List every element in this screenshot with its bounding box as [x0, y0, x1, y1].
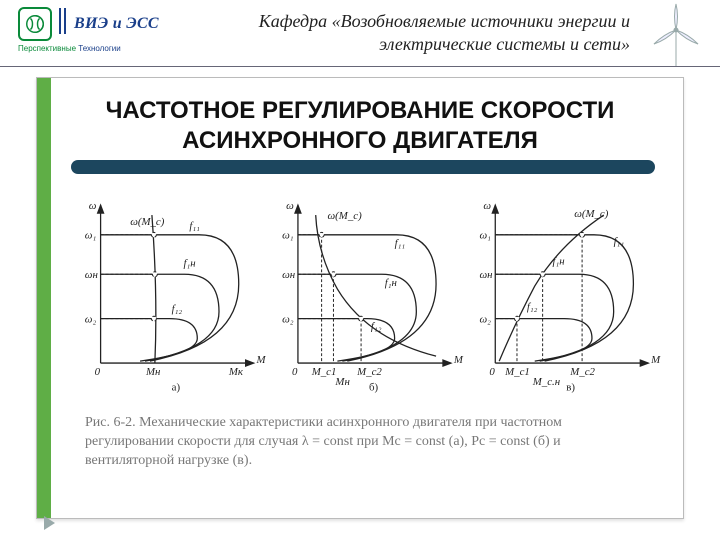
svg-text:ω: ω	[286, 200, 294, 212]
figure-caption: Рис. 6-2. Механические характеристики ас…	[85, 414, 647, 471]
svg-text:f₁₁: f₁₁	[614, 236, 625, 248]
svg-text:ω₁: ω₁	[85, 230, 97, 242]
svg-text:0: 0	[489, 366, 495, 378]
svg-text:f₁н: f₁н	[552, 255, 564, 267]
slide: ВИЭ и ЭСС Перспективные Технологии Кафед…	[0, 0, 720, 540]
svg-text:ω: ω	[483, 200, 491, 212]
svg-text:f₁₂: f₁₂	[527, 301, 538, 313]
svg-text:Mн: Mн	[145, 366, 160, 378]
svg-text:M: M	[650, 354, 661, 366]
svg-text:ω(M_c): ω(M_c)	[130, 216, 165, 228]
svg-text:f₁₁: f₁₁	[189, 220, 200, 232]
svg-text:f₁н: f₁н	[183, 257, 195, 269]
svg-text:ωн: ωн	[282, 269, 295, 281]
play-marker-icon	[44, 516, 55, 530]
svg-text:ω(M_c): ω(M_c)	[574, 208, 609, 220]
svg-text:ω₂: ω₂	[85, 314, 97, 326]
svg-text:f₁н: f₁н	[385, 277, 397, 289]
svg-text:в): в)	[566, 382, 575, 394]
svg-text:f₁₂: f₁₂	[371, 321, 382, 333]
svg-text:M_c2: M_c2	[356, 366, 382, 378]
accent-bar	[37, 78, 51, 518]
svg-text:0: 0	[292, 366, 298, 378]
svg-text:M_c1: M_c1	[504, 366, 530, 378]
content-card: ЧАСТОТНОЕ РЕГУЛИРОВАНИЕ СКОРОСТИ АСИНХРО…	[36, 77, 684, 519]
svg-text:Mк: Mк	[228, 366, 244, 378]
svg-text:ω₂: ω₂	[282, 314, 294, 326]
slide-title: ЧАСТОТНОЕ РЕГУЛИРОВАНИЕ СКОРОСТИ АСИНХРО…	[37, 96, 683, 156]
svg-text:Mн: Mн	[334, 376, 349, 388]
logo-subtitle: Перспективные Технологии	[18, 44, 121, 53]
svg-text:ωн: ωн	[85, 269, 98, 281]
svg-text:ω₁: ω₁	[479, 230, 491, 242]
svg-text:M_c1: M_c1	[311, 366, 337, 378]
svg-text:а): а)	[172, 382, 181, 394]
svg-text:M: M	[255, 354, 266, 366]
svg-text:M_c.н: M_c.н	[532, 376, 560, 388]
title-underline	[71, 160, 655, 174]
svg-text:M_c2: M_c2	[569, 366, 595, 378]
svg-text:ω: ω	[89, 200, 97, 212]
svg-text:f₁₁: f₁₁	[395, 238, 406, 250]
svg-text:ωн: ωн	[479, 269, 492, 281]
svg-text:0: 0	[95, 366, 101, 378]
mechanical-characteristics-figure: ω ω(M_c) ω₁ ωн ω₂ f₁₁ f₁н f₁₂ 0 Mн Mк M а)	[71, 184, 663, 404]
svg-text:M: M	[453, 354, 464, 366]
svg-text:б): б)	[369, 382, 379, 394]
svg-text:ω₁: ω₁	[282, 230, 294, 242]
svg-text:ω₂: ω₂	[479, 314, 491, 326]
logo-swirl-icon	[18, 7, 52, 41]
svg-text:f₁₂: f₁₂	[172, 303, 183, 315]
logo-text: ВИЭ и ЭСС	[74, 16, 159, 32]
logo: ВИЭ и ЭСС	[18, 6, 159, 41]
svg-text:ω(M_c): ω(M_c)	[328, 210, 363, 222]
slide-header: ВИЭ и ЭСС Перспективные Технологии Кафед…	[0, 0, 720, 67]
wind-turbine-icon	[646, 0, 706, 66]
logo-vertical-bars-icon	[58, 6, 68, 41]
department-title: Кафедра «Возобновляемые источники энерги…	[180, 10, 630, 55]
